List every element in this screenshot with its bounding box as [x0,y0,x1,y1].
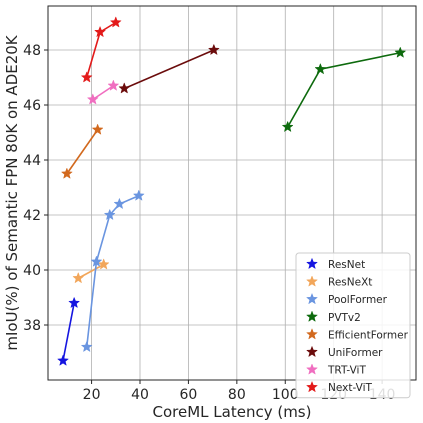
series-line-pvtv2 [286,51,401,128]
legend-label: TRT-ViT [327,365,366,377]
data-point-resnet [57,354,70,366]
data-point-poolformer [103,208,116,221]
legend: ResNet ResNeXt PoolFormer PVTv2 EfficientFor… [295,252,411,399]
data-point-next-vit [80,71,93,83]
legend-item-resnext: ResNeXt [306,275,372,289]
series-line-trt-vit [92,85,114,101]
legend-item-pvtv2: PVTv2 [306,310,361,324]
data-point-poolformer [132,189,145,201]
data-point-efficientformer [91,123,104,135]
legend-label: ResNet [328,259,365,271]
series-next-vit [80,16,122,83]
legend-marker [306,275,318,287]
data-point-trt-vit [86,93,99,105]
plot-frame [47,5,417,381]
legend-label: EfficientFormer [328,329,409,341]
grid-layer [48,6,416,380]
data-point-trt-vit [107,79,120,91]
y-tick-label: 46 [23,98,41,114]
data-point-pvtv2 [281,120,294,133]
series-line-uniformer [123,49,215,90]
legend-box [295,252,411,399]
data-point-uniformer [207,43,220,56]
data-point-pvtv2 [394,46,407,58]
y-tick-label: 48 [23,43,41,59]
data-point-poolformer [113,197,126,210]
legend-marker [306,292,318,305]
legend-marker [306,328,318,340]
legend-label: PoolFormer [328,294,388,306]
series-line-resnet [62,302,75,361]
series-line-efficientformer [66,129,99,175]
data-point-pvtv2 [314,62,327,75]
data-point-next-vit [94,25,107,38]
series-poolformer [80,189,145,353]
series-layer [57,16,407,366]
legend-label: Next-ViT [328,382,373,394]
x-tick-label: 40 [131,387,149,403]
series-resnet [57,296,81,366]
y-tick-label: 42 [23,208,41,224]
legend-item-resnet: ResNet [306,257,365,271]
series-pvtv2 [281,46,407,133]
data-point-next-vit [109,16,122,28]
legend-item-next-vit: Next-ViT [306,380,373,394]
legend-label: UniFormer [328,347,383,359]
legend-label: ResNeXt [328,277,372,289]
legend-item-trt-vit: TRT-ViT [306,363,366,377]
legend-item-efficientformer: EfficientFormer [306,328,409,341]
x-tick-label: 20 [83,387,101,403]
series-efficientformer [60,123,104,179]
x-tick-label: 100 [272,387,299,403]
series-resnext [72,258,110,284]
data-point-efficientformer [60,167,73,179]
series-uniformer [118,43,220,94]
y-tick-label: 38 [23,318,41,334]
legend-marker [306,257,318,270]
x-axis-label: CoreML Latency (ms) [153,403,312,421]
legend-marker [306,345,318,358]
legend-item-uniformer: UniFormer [306,345,383,359]
legend-marker [306,380,318,393]
y-axis-label: mIoU(%) of Semantic FPN 80K on ADE20K [3,34,21,350]
x-tick-label: 80 [228,387,246,403]
data-point-resnet [68,296,81,309]
y-tick-label: 40 [23,263,41,279]
y-tick-label: 44 [23,153,41,169]
data-point-poolformer [80,340,93,353]
series-line-resnext [77,263,105,279]
legend-item-poolformer: PoolFormer [306,292,388,306]
legend-marker [306,363,318,375]
legend-label: PVTv2 [328,312,361,324]
data-point-resnext [72,271,85,284]
x-tick-label: 60 [180,387,198,403]
data-point-resnext [97,258,110,270]
series-trt-vit [86,79,120,105]
data-point-poolformer [90,255,103,267]
legend-marker [306,310,318,322]
data-point-uniformer [118,82,131,94]
